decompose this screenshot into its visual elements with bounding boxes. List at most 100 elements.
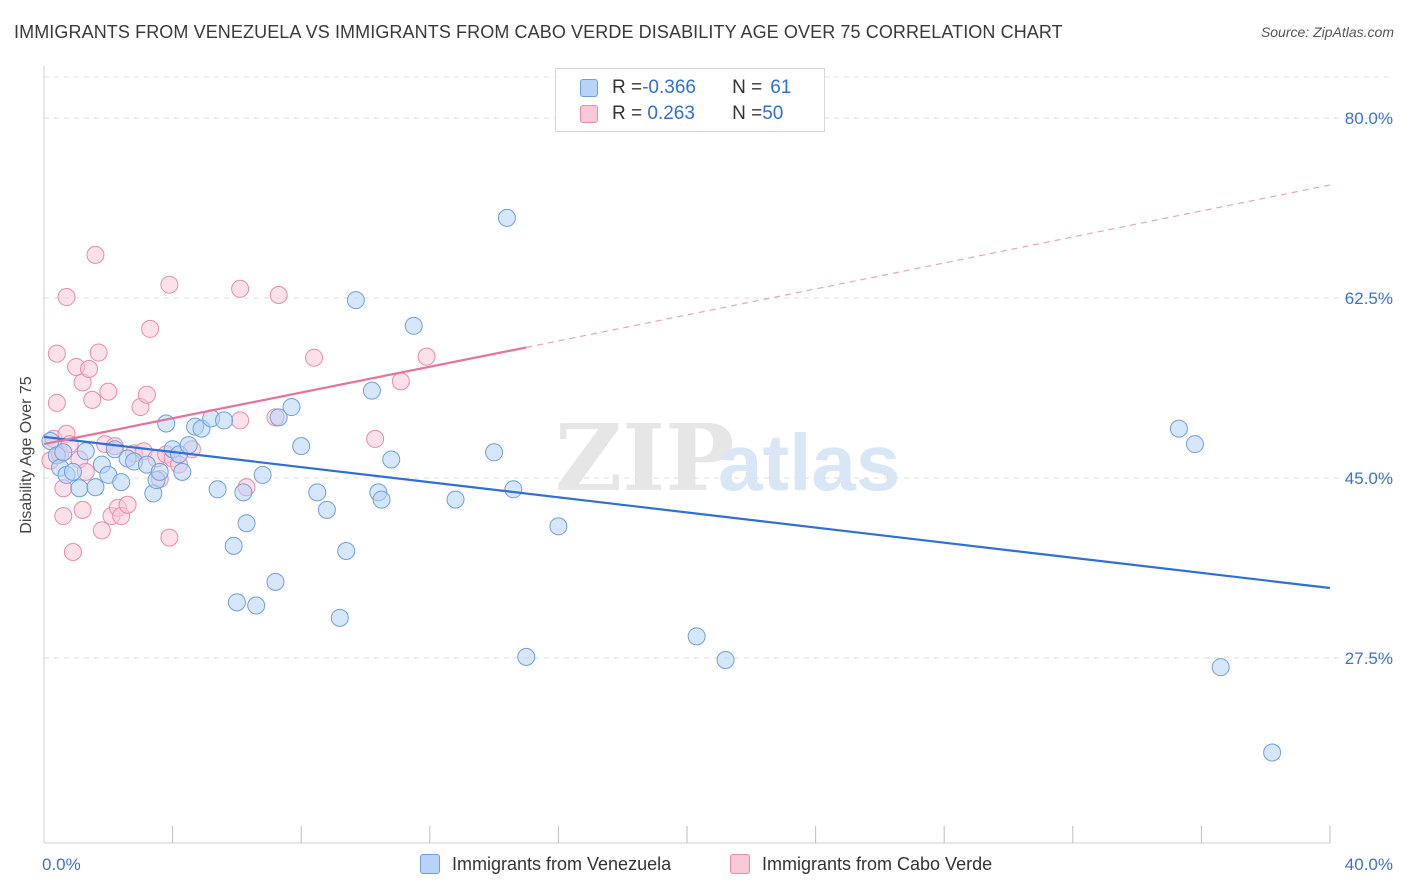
- point-venezuela: [362, 381, 381, 400]
- point-venezuela: [504, 480, 523, 499]
- point-cabo-verde: [63, 543, 82, 562]
- legend-r-label: R =: [612, 103, 643, 124]
- point-venezuela: [446, 490, 465, 509]
- y-axis-label: Disability Age Over 75: [18, 376, 35, 534]
- y-tick-label: 62.5%: [1345, 289, 1393, 308]
- point-venezuela: [234, 483, 253, 502]
- point-venezuela: [330, 608, 349, 627]
- trend-lines: [43, 184, 1331, 590]
- point-cabo-verde: [141, 319, 160, 338]
- point-venezuela: [292, 437, 311, 456]
- point-venezuela: [215, 411, 234, 430]
- watermark-zip: ZIP: [555, 404, 734, 512]
- watermark-atlas: atlas: [718, 418, 900, 507]
- legend-swatch-cabo-verde: [580, 105, 598, 123]
- trend-line-cabo-verde-projection: [526, 184, 1331, 349]
- point-cabo-verde: [231, 411, 250, 430]
- point-venezuela: [112, 473, 131, 492]
- legend-r-value: 0.263: [642, 103, 695, 124]
- point-cabo-verde: [80, 360, 99, 379]
- point-venezuela: [372, 490, 391, 509]
- legend-row-venezuela: R = -0.366 N = 61: [580, 75, 791, 101]
- point-cabo-verde: [305, 348, 324, 367]
- point-venezuela: [337, 541, 356, 560]
- point-venezuela: [317, 500, 336, 519]
- legend-r-value: -0.366: [642, 77, 696, 98]
- y-tick-label: 80.0%: [1345, 109, 1393, 128]
- point-venezuela: [150, 462, 169, 481]
- point-venezuela: [179, 436, 198, 455]
- point-venezuela: [687, 627, 706, 646]
- point-cabo-verde: [118, 495, 137, 514]
- point-venezuela: [86, 478, 105, 497]
- point-venezuela: [1169, 419, 1188, 438]
- point-venezuela: [224, 536, 243, 555]
- point-cabo-verde: [83, 390, 102, 409]
- trend-line-cabo-verde: [43, 346, 527, 446]
- watermark: ZIP atlas: [555, 404, 900, 512]
- x-tick-label: 0.0%: [42, 855, 81, 874]
- point-cabo-verde: [366, 429, 385, 448]
- legend-n-value: 61: [770, 77, 792, 98]
- legend-n-label: N =: [732, 103, 763, 124]
- point-cabo-verde: [269, 285, 288, 304]
- point-cabo-verde: [47, 393, 66, 412]
- point-venezuela: [1185, 435, 1204, 454]
- point-venezuela: [308, 483, 327, 502]
- point-cabo-verde: [417, 347, 436, 366]
- bottom-legend-venezuela: Immigrants from Venezuela: [420, 852, 671, 876]
- legend-swatch-venezuela: [420, 854, 440, 874]
- point-cabo-verde: [231, 279, 250, 298]
- point-venezuela: [54, 443, 73, 462]
- series-venezuela: [41, 208, 1282, 762]
- point-venezuela: [237, 514, 256, 533]
- correlation-legend: R = -0.366 N = 61 R = 0.263 N = 50: [555, 68, 825, 132]
- legend-n-label: N =: [732, 77, 763, 98]
- point-cabo-verde: [57, 288, 76, 307]
- point-cabo-verde: [160, 528, 179, 547]
- bottom-legend-cabo-verde: Immigrants from Cabo Verde: [730, 852, 992, 876]
- point-venezuela: [382, 450, 401, 469]
- point-venezuela: [1263, 743, 1282, 762]
- point-venezuela: [208, 480, 227, 499]
- point-venezuela: [63, 462, 82, 481]
- point-venezuela: [485, 443, 504, 462]
- point-cabo-verde: [73, 500, 92, 519]
- point-venezuela: [549, 517, 568, 536]
- point-venezuela: [497, 208, 516, 227]
- point-cabo-verde: [99, 382, 118, 401]
- point-venezuela: [269, 408, 288, 427]
- point-venezuela: [346, 291, 365, 310]
- series-cabo-verde: [41, 245, 436, 562]
- point-cabo-verde: [137, 385, 156, 404]
- legend-swatch-cabo-verde: [730, 854, 750, 874]
- chart-title: IMMIGRANTS FROM VENEZUELA VS IMMIGRANTS …: [14, 22, 1063, 42]
- point-cabo-verde: [89, 343, 108, 362]
- trend-line-venezuela: [43, 435, 1331, 590]
- point-venezuela: [247, 596, 266, 615]
- point-venezuela: [266, 572, 285, 591]
- point-cabo-verde: [47, 344, 66, 363]
- point-venezuela: [517, 647, 536, 666]
- point-cabo-verde: [391, 372, 410, 391]
- point-venezuela: [404, 316, 423, 335]
- y-tick-label: 27.5%: [1345, 649, 1393, 668]
- point-venezuela: [76, 442, 95, 461]
- point-cabo-verde: [160, 275, 179, 294]
- point-venezuela: [70, 479, 89, 498]
- x-tick-label: 40.0%: [1345, 855, 1393, 874]
- point-venezuela: [282, 398, 301, 417]
- point-venezuela: [253, 465, 272, 484]
- legend-row-cabo-verde: R = 0.263 N = 50: [580, 101, 783, 127]
- source-label: Source: ZipAtlas.com: [1260, 24, 1394, 40]
- legend-r-label: R =: [612, 77, 643, 98]
- point-cabo-verde: [92, 521, 111, 540]
- point-venezuela: [173, 462, 192, 481]
- point-venezuela: [716, 650, 735, 669]
- legend-swatch-venezuela: [580, 79, 598, 97]
- tick-labels: 80.0% 62.5% 45.0% 27.5% 0.0% 40.0%: [42, 109, 1393, 874]
- legend-label-cabo-verde: Immigrants from Cabo Verde: [762, 853, 993, 874]
- point-cabo-verde: [54, 507, 73, 526]
- point-venezuela: [1211, 658, 1230, 677]
